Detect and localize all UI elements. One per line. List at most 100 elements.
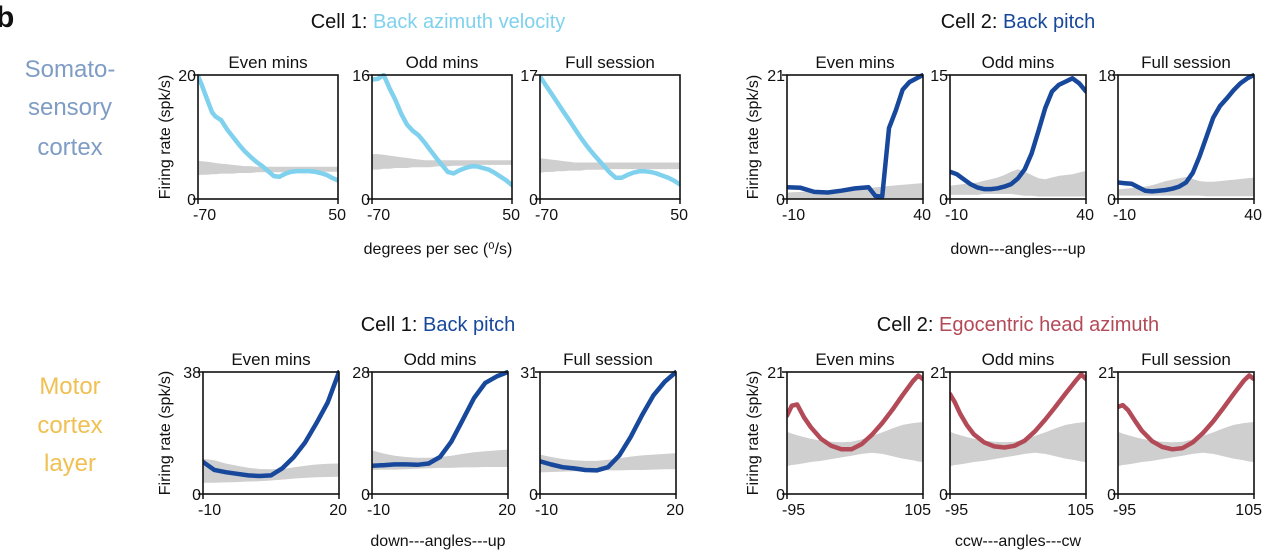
subplot-frame [197,74,339,200]
tuning-curve [950,76,1086,192]
tuning-curve [950,372,1086,450]
y-axis-label: Firing rate (spk/s) [745,371,762,495]
subplot-frame [949,74,1087,200]
subplot-odd-mins: Odd mins 0 21 -95 105 [930,350,1094,519]
subplot-even-mins: Even mins 0 38 -10 20 [183,350,347,519]
subplot-title: Even mins [228,53,307,72]
x-tick-label: 50 [328,207,346,224]
chart-title-prefix: Cell 2: [877,314,939,336]
y-tick-label: 0 [361,192,370,209]
chart-block-3: Cell 1: Back pitch Firing rate (spk/s) dow… [157,314,684,550]
row-label-line: cortex [37,134,102,161]
y-tick-label: 0 [776,192,785,209]
chart-title-prefix: Cell 1: [311,11,373,33]
chart-title-prefix: Cell 1: [361,314,423,336]
tuning-curve [787,73,923,199]
row-label-line: cortex [37,412,102,439]
row-labels: Somato-sensory cortex Motor cortex layer [25,56,116,477]
subplot-title: Odd mins [982,53,1055,72]
row-label-line: layer [44,450,96,477]
x-tick-label: -95 [1113,502,1136,519]
x-tick-label: 20 [329,502,347,519]
subplot-odd-mins: Odd mins 0 16 -70 50 [352,53,520,224]
y-tick-label: 15 [930,68,948,85]
tuning-curve [540,74,680,187]
chart-block-2: Cell 2: Back pitch Firing rate (spk/s) dow… [745,11,1262,258]
x-axis-label: down---angles---up [950,241,1085,258]
subplot-odd-mins: Odd mins 0 15 -10 40 [930,53,1094,224]
tuning-curve [198,73,338,183]
tuning-curve [1118,373,1254,452]
y-axis-label: Firing rate (spk/s) [157,75,174,199]
subplot-odd-mins: Odd mins 0 28 -10 20 [352,350,516,519]
subplot-frame [539,74,681,200]
x-tick-label: 105 [1067,502,1094,519]
y-axis-label: Firing rate (spk/s) [745,75,762,199]
y-tick-label: 0 [1107,192,1116,209]
shuffle-band [787,422,923,467]
subplot-title: Even mins [815,350,894,369]
subplot-frame [202,371,340,495]
y-tick-label: 21 [930,365,948,382]
chart-title-feature: Back pitch [1003,11,1095,33]
x-tick-label: 20 [666,502,684,519]
y-axis-label: Firing rate (spk/s) [157,371,174,495]
subplot-title: Full session [1141,350,1231,369]
subplot-frame [786,74,924,200]
x-tick-label: 40 [913,207,931,224]
x-tick-label: -10 [367,502,390,519]
subplot-full-session: Full session 0 18 -10 40 [1098,53,1262,224]
x-tick-label: -95 [782,502,805,519]
x-tick-label: -10 [782,207,805,224]
subplot-title: Odd mins [982,350,1055,369]
y-tick-label: 0 [192,487,201,504]
y-tick-label: 21 [767,68,785,85]
y-tick-label: 17 [520,68,538,85]
x-tick-label: 50 [502,207,520,224]
subplot-title: Full session [563,350,653,369]
subplot-full-session: Full session 0 17 -70 50 [520,53,688,224]
y-tick-label: 0 [529,487,538,504]
subplot-full-session: Full session 0 21 -95 105 [1098,350,1262,519]
x-tick-label: 105 [1235,502,1262,519]
subplot-even-mins: Even mins 0 21 -95 105 [767,350,931,519]
y-tick-label: 0 [939,192,948,209]
subplot-even-mins: Even mins 0 20 -70 50 [178,53,346,224]
subplot-title: Full session [1141,53,1231,72]
row-label-line: sensory [28,94,112,121]
chart-title-prefix: Cell 2: [941,11,1003,33]
subplot-frame [1117,371,1255,495]
x-tick-label: -10 [198,502,221,519]
shuffle-band [787,183,923,199]
subplot-frame [539,371,677,495]
chart-title: Cell 1: Back azimuth velocity [311,11,566,33]
tuning-curve [203,370,339,479]
shuffle-band [203,458,339,483]
chart-title: Cell 2: Egocentric head azimuth [877,314,1159,336]
row-label-2: Motor cortex layer [37,373,102,477]
x-axis-label: ccw---angles---cw [955,533,1082,550]
y-tick-label: 0 [361,487,370,504]
y-tick-label: 0 [1107,487,1116,504]
subplot-frame [949,371,1087,495]
subplot-title: Even mins [231,350,310,369]
chart-title-feature: Egocentric head azimuth [939,314,1159,336]
tuning-curve [372,370,508,468]
y-tick-label: 0 [939,487,948,504]
chart-block-1: Cell 1: Back azimuth velocity Firing rate… [157,11,688,258]
chart-block-4: Cell 2: Egocentric head azimuth Firing ra… [745,314,1262,550]
panel-letter: b [0,1,14,34]
y-tick-label: 21 [1098,365,1116,382]
chart-title-feature: Back azimuth velocity [373,11,565,33]
chart-title-feature: Back pitch [423,314,515,336]
y-tick-label: 38 [183,365,201,382]
x-axis-label: degrees per sec (⁰/s) [364,241,513,258]
chart-blocks: Cell 1: Back azimuth velocity Firing rate… [157,11,1262,550]
x-tick-label: -70 [193,207,216,224]
subplot-full-session: Full session 0 31 -10 20 [520,350,684,519]
x-tick-label: -10 [535,502,558,519]
y-tick-label: 28 [352,365,370,382]
subplot-frame [1117,74,1255,200]
x-tick-label: -10 [945,207,968,224]
